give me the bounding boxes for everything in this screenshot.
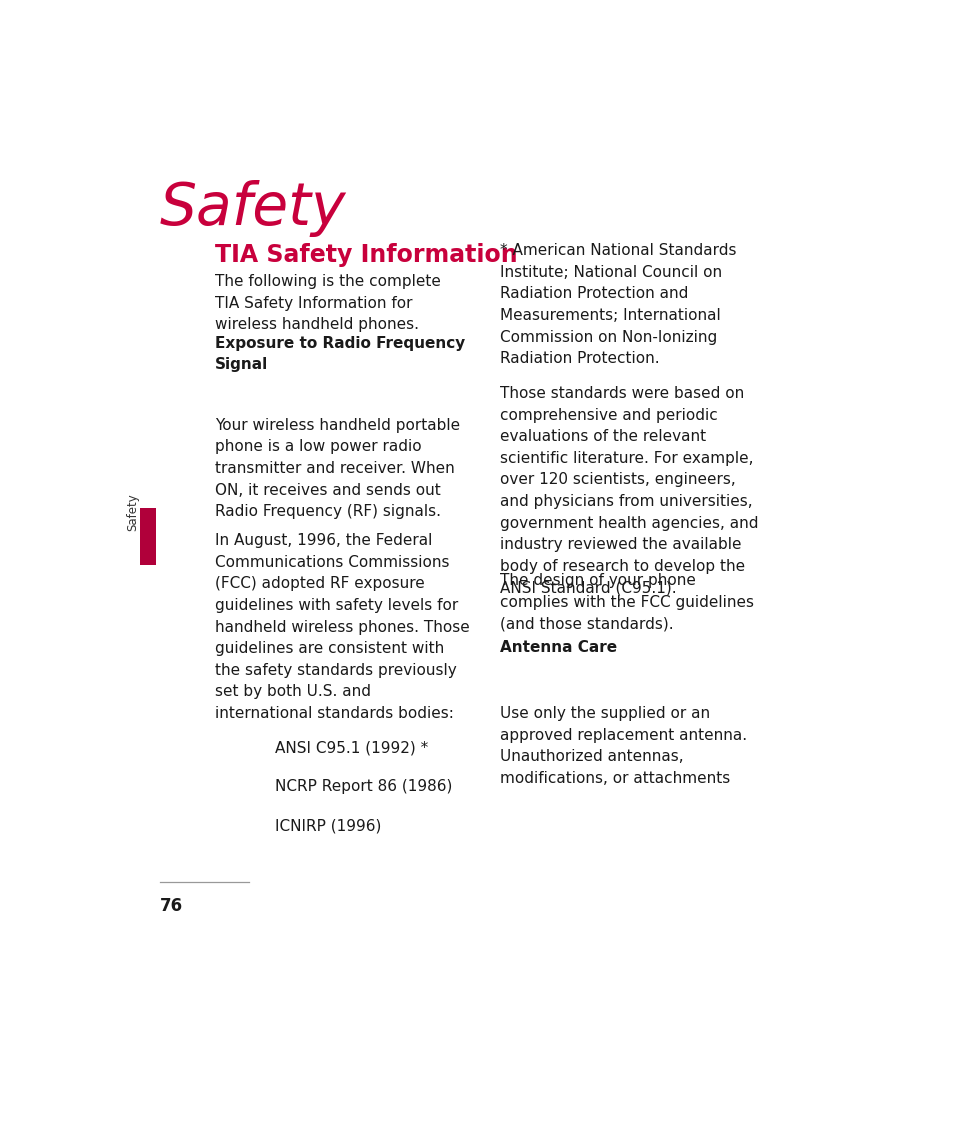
Text: The design of your phone
complies with the FCC guidelines
(and those standards).: The design of your phone complies with t… [499,572,753,631]
Text: Safety: Safety [126,493,139,531]
Text: 76: 76 [160,898,183,915]
Text: Those standards were based on
comprehensive and periodic
evaluations of the rele: Those standards were based on comprehens… [499,386,758,595]
Text: * American National Standards
Institute; National Council on
Radiation Protectio: * American National Standards Institute;… [499,243,736,366]
Text: Safety: Safety [160,180,346,237]
Text: Use only the supplied or an
approved replacement antenna.
Unauthorized antennas,: Use only the supplied or an approved rep… [499,706,746,785]
Text: ANSI C95.1 (1992) *: ANSI C95.1 (1992) * [274,741,427,756]
Text: The following is the complete
TIA Safety Information for
wireless handheld phone: The following is the complete TIA Safety… [215,274,441,332]
Text: Antenna Care: Antenna Care [499,640,617,655]
Text: ICNIRP (1996): ICNIRP (1996) [274,818,380,834]
Text: TIA Safety Information: TIA Safety Information [215,243,517,267]
Text: In August, 1996, the Federal
Communications Commissions
(FCC) adopted RF exposur: In August, 1996, the Federal Communicati… [215,534,470,721]
Text: Exposure to Radio Frequency
Signal: Exposure to Radio Frequency Signal [215,335,465,372]
Bar [140,507,156,564]
Text: NCRP Report 86 (1986): NCRP Report 86 (1986) [274,780,452,795]
Text: Your wireless handheld portable
phone is a low power radio
transmitter and recei: Your wireless handheld portable phone is… [215,418,460,519]
